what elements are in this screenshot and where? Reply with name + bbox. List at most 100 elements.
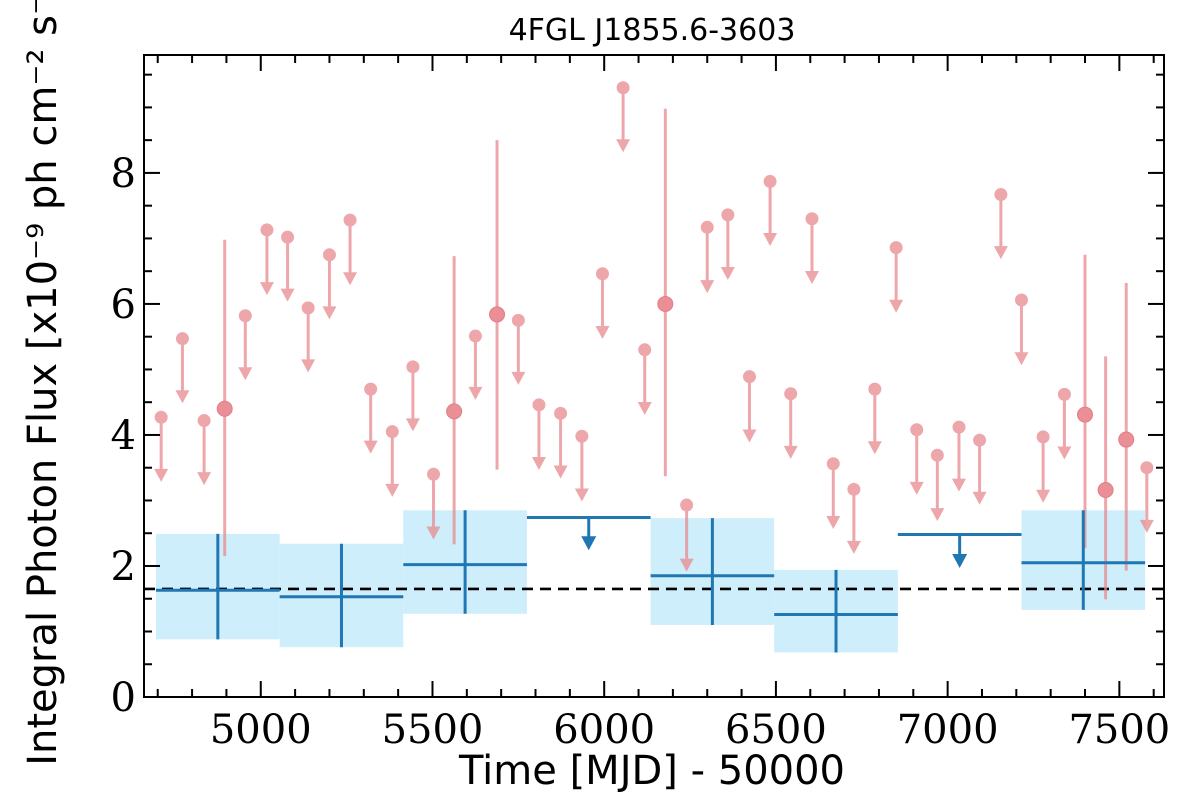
short-bin-point-33 bbox=[846, 482, 861, 554]
short-bin-ul-marker-5 bbox=[260, 223, 274, 237]
long-bin-6 bbox=[897, 533, 1022, 568]
short-bin-point-30 bbox=[783, 387, 798, 459]
short-bin-point-46 bbox=[1118, 282, 1135, 571]
short-bin-ul-arrow-25 bbox=[679, 558, 694, 572]
long-bin-7 bbox=[1021, 510, 1146, 610]
short-bin-ul-marker-4 bbox=[238, 309, 252, 323]
x-tick-label-5500: 5500 bbox=[382, 707, 484, 753]
short-bin-ul-arrow-4 bbox=[238, 367, 253, 381]
short-bin-point-3 bbox=[216, 239, 233, 557]
short-bin-point-38 bbox=[951, 420, 966, 492]
short-bin-point-43 bbox=[1057, 387, 1072, 460]
long-bin-1 bbox=[279, 543, 404, 648]
short-bin-ul-marker-47 bbox=[1140, 461, 1154, 475]
short-bin-ul-marker-10 bbox=[364, 382, 378, 396]
short-bin-ul-marker-28 bbox=[742, 370, 756, 384]
short-bin-point-1 bbox=[175, 332, 190, 404]
short-bin-ul-marker-39 bbox=[973, 433, 987, 447]
short-bin-ul-marker-7 bbox=[301, 301, 315, 315]
short-bin-ul-marker-19 bbox=[554, 406, 568, 420]
short-bin-point-11 bbox=[385, 425, 400, 497]
short-bin-point-7 bbox=[301, 301, 316, 373]
short-bin-point-19 bbox=[553, 406, 568, 479]
short-bin-point-26 bbox=[700, 220, 715, 294]
short-bin-marker-46 bbox=[1118, 431, 1135, 448]
short-bin-marker-24 bbox=[657, 295, 674, 312]
short-bin-point-40 bbox=[993, 188, 1008, 260]
y-tick-label-8: 8 bbox=[111, 151, 136, 197]
short-bin-ul-marker-35 bbox=[889, 241, 903, 255]
short-bin-ul-marker-38 bbox=[952, 420, 966, 434]
short-bin-ul-arrow-34 bbox=[867, 441, 882, 455]
short-bin-ul-marker-15 bbox=[468, 329, 482, 343]
short-bin-point-41 bbox=[1014, 293, 1029, 366]
long-bin-0 bbox=[156, 533, 280, 640]
short-bin-point-24 bbox=[657, 108, 674, 477]
long-bin-3 bbox=[526, 516, 651, 551]
short-bin-ul-marker-18 bbox=[532, 398, 546, 412]
short-bin-ul-marker-20 bbox=[575, 429, 589, 443]
short-bin-ul-marker-26 bbox=[700, 220, 714, 234]
short-bin-point-32 bbox=[826, 457, 841, 529]
short-bin-point-8 bbox=[322, 248, 337, 320]
x-tick-label-6500: 6500 bbox=[725, 707, 827, 753]
short-bin-ul-marker-1 bbox=[175, 332, 189, 346]
short-bin-ul-marker-8 bbox=[322, 248, 336, 262]
short-bin-point-17 bbox=[511, 313, 526, 385]
short-bin-marker-45 bbox=[1097, 481, 1114, 498]
short-bin-ul-arrow-17 bbox=[511, 371, 526, 385]
short-bin-ul-arrow-41 bbox=[1014, 352, 1029, 366]
short-bin-point-44 bbox=[1077, 254, 1094, 549]
short-bin-ul-marker-43 bbox=[1057, 387, 1071, 401]
short-bin-ul-marker-12 bbox=[406, 360, 420, 374]
short-bin-ul-arrow-37 bbox=[930, 508, 945, 522]
short-bin-ul-arrow-10 bbox=[363, 440, 378, 454]
short-bin-point-9 bbox=[343, 213, 358, 286]
short-bin-ul-arrow-2 bbox=[197, 472, 212, 486]
short-bin-ul-marker-40 bbox=[994, 188, 1008, 202]
short-bin-ul-arrow-23 bbox=[637, 401, 652, 415]
short-bin-point-12 bbox=[405, 360, 420, 432]
short-bin-ul-marker-37 bbox=[930, 448, 944, 462]
short-bin-ul-arrow-33 bbox=[846, 540, 861, 554]
short-bin-point-23 bbox=[637, 343, 652, 415]
short-bin-ul-marker-22 bbox=[616, 81, 630, 95]
short-bin-point-45 bbox=[1097, 356, 1114, 600]
short-bin-ul-arrow-22 bbox=[616, 139, 631, 153]
short-bin-ul-arrow-27 bbox=[720, 267, 735, 281]
short-bin-ul-marker-9 bbox=[343, 213, 357, 227]
short-bin-ul-arrow-20 bbox=[574, 488, 589, 502]
short-bin-point-14 bbox=[446, 256, 463, 545]
long-bin-ul-arrow-3 bbox=[581, 536, 597, 551]
short-bin-point-42 bbox=[1036, 430, 1051, 503]
short-bin-ul-arrow-13 bbox=[426, 526, 441, 540]
y-tick-label-4: 4 bbox=[111, 413, 136, 459]
short-bin-ul-marker-17 bbox=[511, 313, 525, 327]
short-bin-ul-arrow-21 bbox=[595, 326, 610, 340]
short-bin-ul-arrow-18 bbox=[531, 457, 546, 471]
short-bin-ul-arrow-47 bbox=[1139, 519, 1154, 533]
short-bin-ul-marker-32 bbox=[826, 457, 840, 471]
long-bin-ul-arrow-6 bbox=[952, 553, 968, 568]
short-bin-ul-arrow-7 bbox=[301, 359, 316, 373]
short-bin-ul-arrow-35 bbox=[889, 299, 904, 313]
short-bin-point-16 bbox=[489, 140, 506, 470]
short-bin-ul-marker-29 bbox=[763, 174, 777, 188]
plot-area: 5000 5500 6000 6500 7000 7500 0 2 4 6 8 bbox=[111, 54, 1170, 753]
short-bin-marker-3 bbox=[216, 400, 233, 417]
short-bin-point-18 bbox=[531, 398, 546, 471]
short-bin-point-29 bbox=[763, 174, 778, 246]
short-bin-ul-marker-6 bbox=[281, 230, 295, 244]
short-bin-ul-arrow-38 bbox=[951, 478, 966, 492]
short-bin-ul-arrow-0 bbox=[154, 468, 169, 482]
short-bin-ul-marker-36 bbox=[910, 423, 924, 437]
short-bin-ul-arrow-42 bbox=[1036, 489, 1051, 503]
short-bin-ul-arrow-28 bbox=[742, 429, 757, 443]
short-bin-point-31 bbox=[804, 212, 819, 284]
y-tick-label-6: 6 bbox=[111, 282, 136, 328]
short-bin-point-2 bbox=[197, 414, 212, 486]
short-bin-point-6 bbox=[280, 230, 295, 302]
short-bin-ul-arrow-43 bbox=[1057, 446, 1072, 460]
short-bin-point-22 bbox=[616, 81, 631, 153]
